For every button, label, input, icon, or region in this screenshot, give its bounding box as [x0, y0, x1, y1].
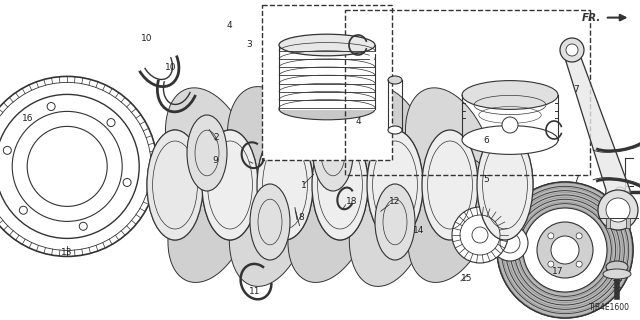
Text: TJB4E1600: TJB4E1600	[589, 303, 630, 312]
Bar	[345, 10, 590, 175]
Ellipse shape	[202, 130, 258, 240]
Text: 2: 2	[214, 133, 219, 142]
Text: 10: 10	[141, 34, 152, 43]
Circle shape	[576, 261, 582, 267]
Circle shape	[548, 233, 554, 239]
Ellipse shape	[250, 184, 290, 260]
Circle shape	[523, 208, 607, 292]
Ellipse shape	[367, 130, 423, 240]
Ellipse shape	[603, 269, 631, 279]
Text: 9: 9	[212, 156, 218, 164]
Circle shape	[107, 118, 115, 126]
Ellipse shape	[202, 130, 258, 240]
Circle shape	[452, 207, 508, 263]
Ellipse shape	[257, 130, 313, 240]
Circle shape	[615, 187, 625, 197]
Ellipse shape	[257, 130, 313, 240]
Circle shape	[123, 179, 131, 187]
Text: 18: 18	[346, 197, 357, 206]
Text: 5: 5	[483, 175, 489, 184]
Text: 11: 11	[249, 287, 260, 296]
Ellipse shape	[375, 184, 415, 260]
Bar	[606, 218, 610, 228]
Text: 15: 15	[461, 274, 472, 283]
Circle shape	[606, 198, 630, 222]
Ellipse shape	[422, 130, 478, 240]
Ellipse shape	[477, 130, 533, 240]
Ellipse shape	[388, 126, 402, 134]
Text: 14: 14	[413, 226, 424, 235]
Ellipse shape	[279, 98, 375, 120]
Circle shape	[0, 76, 157, 256]
Text: 7: 7	[573, 85, 579, 94]
Ellipse shape	[422, 130, 478, 240]
Ellipse shape	[229, 154, 310, 286]
Circle shape	[537, 222, 593, 278]
Ellipse shape	[187, 115, 227, 191]
Text: 8: 8	[298, 213, 303, 222]
Text: 6: 6	[483, 136, 489, 145]
Text: 1: 1	[301, 181, 307, 190]
Ellipse shape	[168, 157, 252, 283]
Circle shape	[576, 233, 582, 239]
Text: 10: 10	[165, 63, 177, 72]
Text: 4: 4	[227, 21, 232, 30]
Ellipse shape	[462, 81, 558, 109]
Ellipse shape	[369, 52, 374, 62]
Text: 4: 4	[355, 117, 361, 126]
Ellipse shape	[349, 154, 431, 286]
Circle shape	[47, 102, 55, 110]
Circle shape	[502, 117, 518, 133]
Circle shape	[560, 38, 584, 62]
Text: 3: 3	[247, 40, 252, 49]
Text: 16: 16	[22, 114, 34, 123]
Ellipse shape	[227, 87, 313, 223]
Text: 13: 13	[61, 248, 73, 257]
Ellipse shape	[312, 130, 368, 240]
Circle shape	[492, 225, 528, 261]
Circle shape	[548, 261, 554, 267]
Ellipse shape	[408, 157, 492, 283]
Ellipse shape	[147, 130, 203, 240]
Ellipse shape	[285, 88, 374, 222]
Ellipse shape	[606, 261, 628, 273]
Ellipse shape	[288, 157, 372, 283]
Ellipse shape	[367, 130, 423, 240]
Text: 17: 17	[552, 268, 563, 276]
Circle shape	[497, 182, 633, 318]
Ellipse shape	[279, 34, 375, 56]
Ellipse shape	[388, 76, 402, 84]
Circle shape	[3, 146, 12, 154]
Circle shape	[598, 190, 638, 230]
Circle shape	[79, 222, 87, 230]
Ellipse shape	[462, 126, 558, 155]
Circle shape	[566, 44, 578, 56]
Ellipse shape	[405, 88, 495, 222]
Bar	[279, 45, 375, 110]
Text: 12: 12	[389, 197, 401, 206]
Text: FR.: FR.	[582, 12, 602, 23]
Ellipse shape	[312, 130, 368, 240]
Ellipse shape	[477, 130, 533, 240]
Circle shape	[472, 227, 488, 243]
Ellipse shape	[313, 115, 353, 191]
Ellipse shape	[147, 130, 203, 240]
Circle shape	[19, 206, 28, 214]
Polygon shape	[564, 55, 632, 215]
Ellipse shape	[348, 87, 433, 223]
Text: 7: 7	[573, 175, 579, 184]
Circle shape	[551, 236, 579, 264]
Ellipse shape	[165, 88, 255, 222]
Bar	[262, 5, 392, 160]
Bar	[626, 218, 630, 228]
